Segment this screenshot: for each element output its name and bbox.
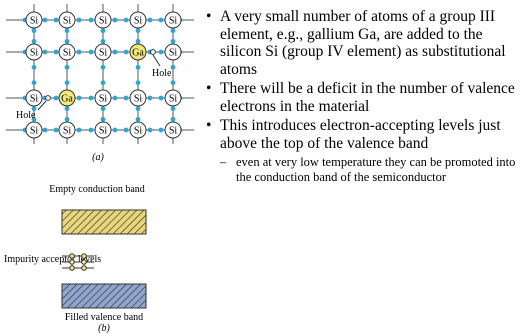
atom-label: Si — [30, 16, 39, 27]
atom-label: Si — [169, 16, 178, 27]
acceptor-levels — [62, 254, 94, 271]
electron — [124, 128, 129, 133]
electron — [159, 128, 164, 133]
electron — [171, 28, 176, 33]
electron — [171, 117, 176, 122]
electron — [89, 50, 94, 55]
electron — [136, 65, 141, 70]
atom-label: Si — [99, 126, 108, 137]
electron — [136, 39, 141, 44]
electron — [136, 28, 141, 33]
electron — [101, 65, 106, 70]
electron — [113, 96, 118, 101]
electron — [113, 50, 118, 55]
electron — [54, 18, 59, 23]
atom-label: Si — [63, 48, 72, 59]
electron — [54, 50, 59, 55]
electron — [43, 128, 48, 133]
electron — [171, 39, 176, 44]
electron — [32, 39, 37, 44]
electron — [136, 80, 141, 85]
atom-label: Si — [30, 126, 39, 137]
atom-label: Si — [63, 16, 72, 27]
electron — [65, 39, 70, 44]
valence-label: Filled valence band — [65, 312, 143, 323]
electron — [65, 28, 70, 33]
atom-label: Si — [169, 48, 178, 59]
electron — [124, 96, 129, 101]
electron — [54, 128, 59, 133]
atom-label: Si — [99, 16, 108, 27]
electron — [32, 80, 37, 85]
electron — [113, 18, 118, 23]
atom-label: Si — [30, 94, 39, 105]
electron — [101, 28, 106, 33]
electron — [101, 106, 106, 111]
atom-label: Si — [63, 126, 72, 137]
hole-label: Hole — [152, 68, 172, 79]
atom-label: Si — [30, 48, 39, 59]
electron — [148, 128, 153, 133]
atom-label: Si — [169, 126, 178, 137]
electron — [89, 18, 94, 23]
electron — [113, 128, 118, 133]
conduction-label: Empty conduction band — [49, 184, 145, 195]
electron — [171, 106, 176, 111]
hole-pointer — [153, 55, 160, 66]
hole-label: Hole — [16, 110, 36, 121]
electron — [101, 39, 106, 44]
bullet: A very small number of atoms of a group … — [206, 8, 516, 78]
bullet: This introduces electron-accepting level… — [206, 117, 516, 152]
electron — [101, 80, 106, 85]
electron — [159, 18, 164, 23]
electron — [65, 80, 70, 85]
electron — [136, 117, 141, 122]
lattice: Si Si Si Si Si Si Si Si Ga Si Si Ga Si Si Si Si Si Si Si Si… — [6, 4, 194, 144]
electron — [77, 18, 82, 23]
electron — [43, 50, 48, 55]
electron — [65, 65, 70, 70]
atom-label: Ga — [132, 48, 144, 59]
valence-band — [62, 284, 146, 308]
atom-label: Si — [134, 94, 143, 105]
atom-label: Si — [134, 16, 143, 27]
electron — [89, 128, 94, 133]
electron — [54, 96, 59, 101]
electron — [136, 106, 141, 111]
caption-a: (a) — [92, 152, 104, 163]
sub-bullet: even at very low temperature they can be… — [206, 155, 516, 184]
electron — [77, 50, 82, 55]
electron — [159, 96, 164, 101]
slide: Si Si Si Si Si Si Si Si Ga Si Si Ga Si Si Si Si Si Si Si Si… — [0, 0, 522, 334]
electron — [77, 128, 82, 133]
electron — [148, 18, 153, 23]
electron — [77, 96, 82, 101]
electron — [89, 96, 94, 101]
figure: Si Si Si Si Si Si Si Si Ga Si Si Ga Si Si Si Si Si Si Si Si… — [0, 0, 200, 334]
caption-b: (b) — [98, 323, 110, 334]
electron — [43, 18, 48, 23]
atom-label: Ga — [61, 94, 73, 105]
atom-label: Si — [169, 94, 178, 105]
electron — [101, 117, 106, 122]
atom-label: Si — [99, 48, 108, 59]
electron — [124, 18, 129, 23]
electron — [32, 28, 37, 33]
bullet: There will be a deficit in the number of… — [206, 80, 516, 115]
hole — [151, 50, 156, 55]
electron — [159, 50, 164, 55]
electron — [65, 106, 70, 111]
atom-label: Si — [134, 126, 143, 137]
conduction-band — [62, 210, 146, 234]
atom-label: Si — [99, 94, 108, 105]
electron — [65, 117, 70, 122]
electron — [124, 50, 129, 55]
bullet-list: A very small number of atoms of a group … — [206, 8, 516, 184]
electron — [32, 65, 37, 70]
hole — [46, 96, 51, 101]
electron — [148, 96, 153, 101]
electron — [171, 80, 176, 85]
